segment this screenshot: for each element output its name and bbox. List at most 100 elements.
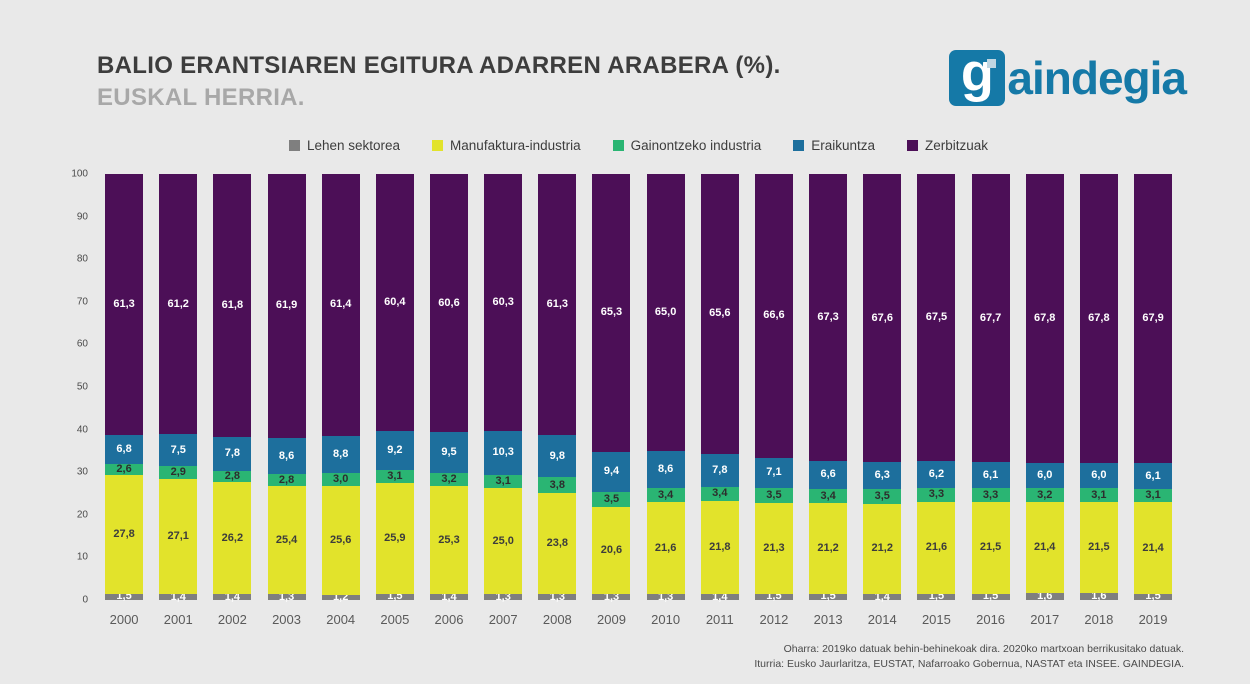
bar-value-label: 9,8 xyxy=(549,449,565,462)
bar-value-label: 1,4 xyxy=(441,590,457,603)
bar-segment-zerbitzuak: 60,6 xyxy=(430,174,469,433)
bar-segment-lehen-sektorea: 1,4 xyxy=(159,591,198,602)
bar-value-label: 6,3 xyxy=(874,468,890,481)
gaindegia-logo-icon: g xyxy=(949,42,1006,106)
footer-note: Oharra: 2019ko datuak behin-behinekoak d… xyxy=(783,642,1184,655)
bar-segment-zerbitzuak: 60,3 xyxy=(484,174,523,431)
bar-value-label: 67,9 xyxy=(1142,312,1164,325)
page-subtitle: EUSKAL HERRIA. xyxy=(97,84,305,111)
x-axis-year-label: 2010 xyxy=(651,612,681,627)
bar-segment-lehen-sektorea: 1,3 xyxy=(538,590,577,603)
bar-value-label: 21,4 xyxy=(1034,541,1056,554)
bar-value-label: 60,6 xyxy=(438,296,460,309)
bar-value-label: 8,8 xyxy=(333,447,349,460)
bar-segment-lehen-sektorea: 1,6 xyxy=(1079,591,1118,602)
bar-segment-gainontzeko-industria: 3,5 xyxy=(754,487,793,503)
legend-label: Eraikuntza xyxy=(811,138,875,153)
bar-value-label: 6,1 xyxy=(1145,469,1161,482)
bar-segment-gainontzeko-industria: 3,3 xyxy=(971,488,1010,503)
bar-segment-zerbitzuak: 67,8 xyxy=(1079,174,1118,463)
x-axis-year-label: 2004 xyxy=(326,612,356,627)
bar-value-label: 21,8 xyxy=(709,541,731,554)
footer-source: Iturria: Eusko Jaurlaritza, EUSTAT, Nafa… xyxy=(754,658,1184,671)
legend-item: Eraikuntza xyxy=(793,138,875,153)
bar-segment-eraikuntza: 9,5 xyxy=(430,432,469,473)
bar-segment-zerbitzuak: 65,0 xyxy=(646,174,685,452)
bar-value-label: 1,3 xyxy=(549,590,565,603)
bar-segment-gainontzeko-industria: 3,3 xyxy=(917,487,956,502)
bar-stack: 1,3 25,0 3,1 10,3 60,3 xyxy=(484,174,523,603)
bar-stack: 1,6 21,5 3,1 6,0 67,8 xyxy=(1079,174,1118,602)
legend-swatch xyxy=(793,140,805,151)
bar-stack: 1,5 21,6 3,3 6,2 67,5 xyxy=(917,174,956,602)
bar-value-label: 27,8 xyxy=(113,527,135,540)
bar-segment-lehen-sektorea: 1,3 xyxy=(267,591,306,602)
bar-segment-lehen-sektorea: 1,3 xyxy=(592,591,631,602)
bar-value-label: 21,2 xyxy=(871,542,893,555)
bar-segment-manufaktura-industria: 21,5 xyxy=(971,502,1010,594)
bar-segment-eraikuntza: 8,6 xyxy=(646,451,685,488)
bar-value-label: 1,3 xyxy=(495,590,511,603)
bar-value-label: 25,3 xyxy=(438,533,460,546)
y-axis-tick-label: 80 xyxy=(76,253,88,265)
bar-column: 1,3 25,4 2,8 8,6 61,9 2003 xyxy=(259,174,313,627)
bar-value-label: 3,5 xyxy=(766,488,782,501)
bar-value-label: 9,2 xyxy=(387,444,403,457)
bar-value-label: 3,4 xyxy=(820,489,836,502)
bar-value-label: 6,0 xyxy=(1091,469,1107,482)
bar-stack: 1,6 21,4 3,2 6,0 67,8 xyxy=(1025,174,1064,602)
bar-value-label: 65,0 xyxy=(654,306,677,319)
x-axis-year-label: 2018 xyxy=(1084,612,1114,627)
bar-segment-gainontzeko-industria: 3,0 xyxy=(321,473,360,486)
bar-stack: 1,4 21,2 3,5 6,3 67,6 xyxy=(863,174,902,602)
bar-value-label: 25,4 xyxy=(275,533,298,546)
bar-value-label: 6,8 xyxy=(116,443,132,456)
x-axis-year-label: 2005 xyxy=(380,612,410,627)
bar-value-label: 1,5 xyxy=(766,590,782,603)
bar-value-label: 61,3 xyxy=(546,298,569,311)
bar-value-label: 21,5 xyxy=(979,541,1002,554)
bar-value-label: 21,4 xyxy=(1142,541,1164,554)
bar-segment-zerbitzuak: 67,5 xyxy=(917,174,956,462)
bar-column: 1,3 20,6 3,5 9,4 65,3 2009 xyxy=(584,173,638,627)
bar-column: 1,5 21,2 3,4 6,6 67,3 2013 xyxy=(801,174,855,627)
bar-segment-zerbitzuak: 60,4 xyxy=(375,173,414,432)
bar-column: 1,4 26,2 2,8 7,8 61,8 2002 xyxy=(205,174,259,627)
bar-segment-eraikuntza: 10,3 xyxy=(484,430,523,475)
bar-segment-manufaktura-industria: 21,4 xyxy=(1134,502,1173,594)
x-axis-year-label: 2017 xyxy=(1030,612,1060,627)
bar-segment-gainontzeko-industria: 3,4 xyxy=(809,488,848,504)
logo-letter-g: g xyxy=(960,42,994,103)
x-axis-year-label: 2002 xyxy=(217,612,247,627)
gaindegia-logo-text: aindegia xyxy=(1007,52,1187,104)
bar-value-label: 21,5 xyxy=(1088,540,1110,553)
bar-segment-eraikuntza: 7,1 xyxy=(754,457,793,488)
title-block: BALIO ERANTSIAREN EGITURA ADARREN ARABER… xyxy=(97,52,781,112)
bar-segment-eraikuntza: 8,8 xyxy=(321,435,360,474)
bar-segment-manufaktura-industria: 25,3 xyxy=(430,486,469,595)
bar-stack: 1,5 21,3 3,5 7,1 66,6 xyxy=(754,174,793,603)
bar-value-label: 6,6 xyxy=(820,468,836,481)
bar-column: 1,5 21,5 3,3 6,1 67,7 2016 xyxy=(964,173,1018,627)
y-axis-tick-label: 40 xyxy=(76,424,88,436)
bar-segment-manufaktura-industria: 25,4 xyxy=(267,486,306,595)
bar-value-label: 21,6 xyxy=(925,541,948,554)
bar-segment-zerbitzuak: 67,8 xyxy=(1025,174,1064,463)
stacked-bar-chart: 0 10 20 30 40 50 60 70 80 90 100 1,5 27,8 2,6 6,8 61,3… xyxy=(71,169,1180,627)
bar-stack: 1,4 25,3 3,2 9,5 60,6 xyxy=(430,174,469,603)
x-axis-year-label: 2019 xyxy=(1138,612,1168,627)
bar-segment-lehen-sektorea: 1,3 xyxy=(646,591,685,602)
bar-segment-eraikuntza: 6,3 xyxy=(863,462,902,489)
bar-value-label: 1,5 xyxy=(1145,590,1161,603)
bar-segment-lehen-sektorea: 1,4 xyxy=(430,590,469,603)
y-axis-tick-label: 100 xyxy=(71,168,88,180)
bar-segment-manufaktura-industria: 27,8 xyxy=(105,475,144,594)
bar-value-label: 7,1 xyxy=(766,466,782,479)
bar-segment-eraikuntza: 7,8 xyxy=(700,453,739,487)
bar-segment-eraikuntza: 6,1 xyxy=(971,462,1010,489)
bar-segment-eraikuntza: 9,2 xyxy=(375,431,414,471)
bar-value-label: 67,6 xyxy=(871,311,893,324)
bar-value-label: 1,5 xyxy=(116,590,132,603)
legend-swatch xyxy=(288,140,300,151)
legend-label: Gainontzeko industria xyxy=(630,138,762,153)
